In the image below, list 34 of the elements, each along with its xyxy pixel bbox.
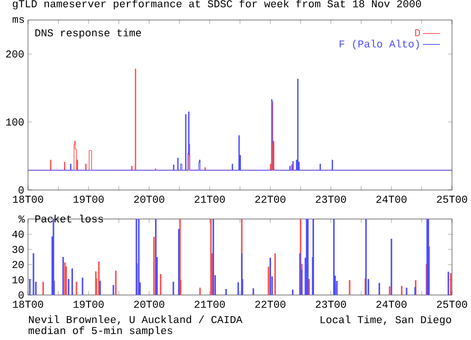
x-tick-label: 19T00: [74, 196, 104, 203]
x-tick-label: 20T00: [134, 196, 164, 203]
y-tick-label: 30: [12, 246, 24, 253]
x-tick-label: 24T00: [376, 196, 407, 203]
x-tick-label: 20T00: [134, 300, 164, 308]
x-tick-label: 25T00: [436, 196, 468, 203]
chart-title: gTLD nameserver performance at SDSC for week from Sat 18 Nov 2000: [12, 0, 421, 10]
y-tick-label: 0: [18, 291, 24, 299]
chart-title: Packet loss: [35, 214, 103, 222]
x-tick-label: 25T00: [436, 300, 468, 308]
text: median of 5-min samples: [28, 326, 172, 336]
x-tick-label: 18T00: [13, 196, 44, 203]
legend-label: D: [415, 29, 420, 36]
y-axis-title: ms: [12, 17, 24, 23]
x-tick-label: 22T00: [255, 300, 286, 308]
x-tick-label: 21T00: [194, 196, 225, 203]
x-tick-label: 19T00: [74, 300, 104, 308]
x-tick-label: 24T00: [376, 300, 407, 308]
y-axis-title: %: [18, 215, 25, 223]
legend-label: F (Palo Alto): [340, 40, 419, 50]
text: Nevil Brownlee, U Auckland / CAIDA: [29, 315, 242, 325]
x-tick-label: 23T00: [316, 300, 346, 308]
y-tick-label: 100: [6, 118, 24, 126]
x-tick-label: 22T00: [255, 196, 286, 203]
y-tick-label: 10: [12, 276, 24, 284]
x-tick-label: 18T00: [13, 300, 44, 308]
y-tick-label: 20: [12, 261, 24, 268]
x-tick-label: 23T00: [316, 196, 346, 203]
y-tick-label: 40: [12, 230, 24, 238]
y-tick-label: 200: [6, 50, 24, 58]
x-axis-title: Local Time, San Diego: [320, 316, 452, 326]
y-tick-label: 0: [18, 186, 24, 194]
x-tick-label: 21T00: [194, 300, 225, 308]
text: DNS response time: [35, 28, 141, 38]
